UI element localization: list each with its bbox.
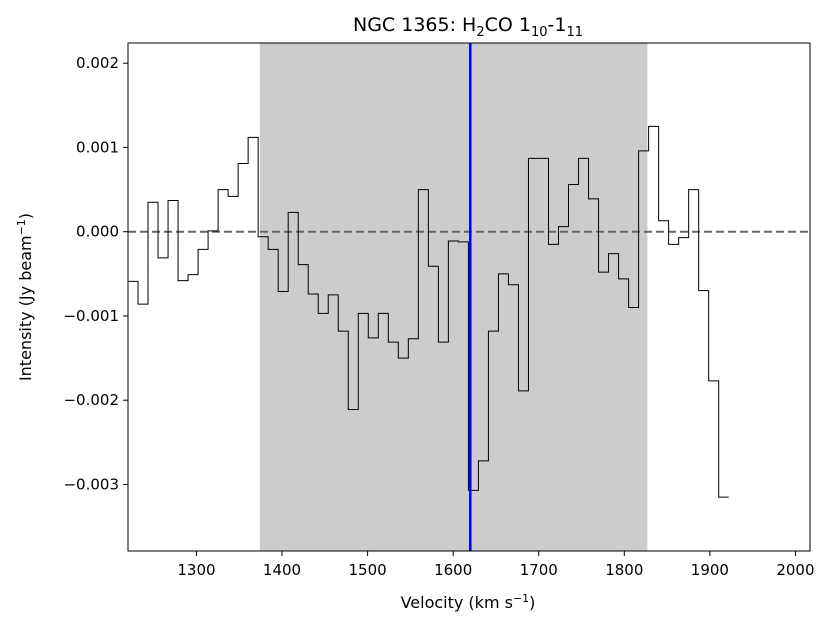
x-tick-label: 1800 [605, 561, 643, 579]
y-tick-label: −0.001 [63, 307, 119, 325]
shaded-region [259, 43, 648, 551]
x-tick-label: 1300 [177, 561, 215, 579]
chart-title: NGC 1365: H2CO 110-111 [353, 14, 583, 40]
plot-frame [127, 42, 811, 552]
x-tick-label: 1400 [263, 561, 301, 579]
x-tick-label: 1600 [434, 561, 472, 579]
x-tick-label: 1500 [349, 561, 387, 579]
spectrum-step-line [128, 125, 729, 498]
axes: 1300 1400 1500 1600 1700 1800 1900 2000 −0.003 −0… [63, 42, 815, 579]
y-tick-label: −0.003 [63, 475, 119, 493]
plot-area [128, 43, 810, 551]
y-tick-label: −0.002 [63, 391, 119, 409]
y-tick-label: 0.002 [76, 54, 119, 72]
x-tick-label: 1700 [520, 561, 558, 579]
x-tick-label: 2000 [776, 561, 814, 579]
y-axis-label: Intensity (Jy beam−1) [15, 213, 35, 381]
y-tick-label: 0.000 [76, 223, 119, 241]
plot-content [128, 43, 810, 551]
y-tick-label: 0.001 [76, 138, 119, 156]
x-axis-label: Velocity (km s−1) [401, 592, 536, 612]
x-tick-label: 1900 [691, 561, 729, 579]
